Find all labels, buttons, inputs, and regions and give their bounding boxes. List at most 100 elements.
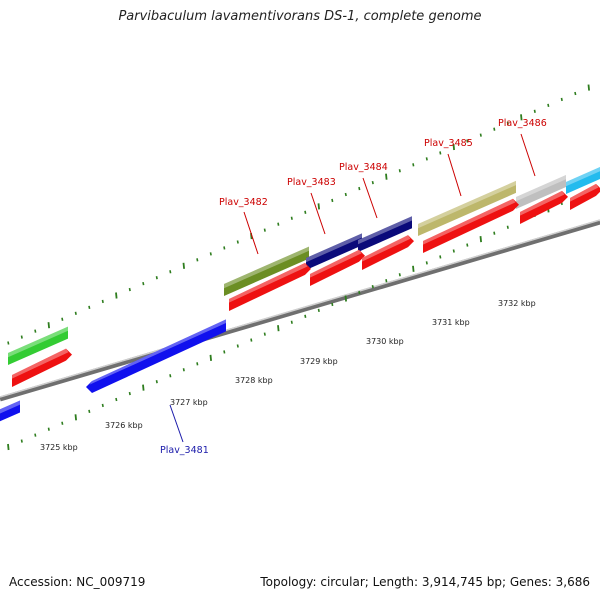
lower-scale-tick	[182, 368, 185, 372]
cds-reverse-bar-highlight	[0, 400, 20, 414]
lower-scale-tick	[317, 308, 320, 313]
upper-scale-tick	[358, 186, 361, 191]
upper-scale-tick	[169, 270, 172, 274]
scale-label: 3727 kbp	[170, 398, 208, 407]
gene-bar-green-highlight	[8, 326, 68, 358]
gene-bar-gray	[516, 175, 566, 209]
upper-scale-tick	[466, 139, 469, 143]
cds-arrow	[570, 183, 600, 210]
gene-bar-navy2	[358, 216, 412, 252]
cds-arrow-highlight	[570, 183, 599, 202]
upper-scale-tick	[47, 322, 50, 329]
cds-reverse-bar	[0, 400, 20, 422]
lower-scale-tick	[398, 273, 401, 277]
cds-arrow	[423, 198, 519, 253]
gene-label-leader	[169, 404, 184, 443]
scale-label: 3725 kbp	[40, 443, 78, 452]
upper-scale-tick	[344, 192, 347, 197]
upper-scale-tick	[74, 311, 77, 315]
lower-scale-tick	[169, 374, 172, 378]
cds-arrow-highlight	[310, 249, 362, 278]
gene-label: Plav_3482	[219, 197, 268, 208]
lower-scale-tick	[493, 231, 496, 235]
upper-scale-tick	[61, 317, 64, 321]
upper-scale-tick	[533, 109, 536, 113]
lower-scale-tick	[61, 421, 64, 425]
lower-scale-tick	[385, 279, 388, 283]
cds-arrow	[362, 235, 414, 270]
lower-scale-tick	[88, 409, 91, 414]
upper-scale-tick	[34, 329, 37, 333]
upper-scale-tick	[520, 114, 523, 121]
lower-scale-tick	[250, 338, 253, 342]
lower-scale-tick	[142, 384, 145, 391]
gene-bar-navy-highlight	[306, 233, 362, 263]
lower-scale-tick	[263, 332, 266, 336]
gene-label: Plav_3484	[339, 162, 388, 173]
lower-scale-tick	[290, 320, 293, 324]
upper-scale-tick	[115, 292, 118, 299]
upper-scale-tick	[304, 210, 307, 214]
lower-scale-tick	[304, 314, 307, 318]
upper-scale-tick	[290, 216, 293, 220]
upper-scale-tick	[425, 157, 428, 161]
accession-text: Accession: NC_009719	[9, 575, 146, 589]
gene-label: Plav_3485	[424, 138, 473, 149]
lower-scale-tick	[371, 284, 374, 289]
cds-arrow-highlight	[229, 262, 308, 303]
gene-bar-olive-highlight	[224, 246, 309, 289]
gene-label-leader	[310, 192, 326, 235]
cds-arrow	[12, 348, 72, 387]
upper-scale-tick	[385, 173, 388, 180]
lower-scale-tick	[20, 439, 23, 443]
upper-scale-tick	[398, 169, 401, 173]
gene-bar-gray-highlight	[516, 175, 566, 202]
upper-scale-tick	[209, 252, 212, 256]
lower-scale-tick	[452, 249, 455, 253]
gene-label: Plav_3486	[498, 118, 547, 129]
upper-scale-tick	[7, 341, 10, 345]
gene-label: Plav_3481	[160, 445, 209, 456]
gene-bar-cyan	[566, 167, 600, 194]
cds-arrow	[310, 249, 365, 286]
lower-scale-tick	[101, 403, 104, 408]
scale-label: 3729 kbp	[300, 357, 338, 366]
gene-bar-navy	[306, 233, 362, 270]
scale-label: 3732 kbp	[498, 299, 536, 308]
gene-label-leader	[362, 177, 378, 219]
upper-scale-tick	[587, 84, 590, 91]
upper-scale-tick	[277, 222, 280, 226]
lower-scale-tick	[155, 380, 158, 384]
lower-scale-tick	[236, 344, 239, 348]
lower-scale-tick	[412, 265, 415, 272]
cds-arrow-highlight	[12, 348, 69, 379]
upper-scale-tick	[547, 103, 550, 108]
upper-scale-tick	[331, 198, 334, 203]
gene-label-leader	[243, 211, 259, 255]
backbone	[0, 219, 600, 402]
lower-scale-tick	[115, 397, 118, 402]
lower-scale-tick	[34, 433, 37, 437]
cds-arrow-highlight	[362, 235, 411, 262]
cds-reverse-arrow	[86, 319, 226, 393]
gene-label-leader	[447, 153, 462, 197]
upper-scale-tick	[182, 262, 185, 269]
scale-label: 3731 kbp	[432, 318, 470, 327]
gene-label: Plav_3483	[287, 177, 336, 188]
topology-summary: Topology: circular; Length: 3,914,745 bp…	[260, 575, 590, 589]
gene-label-leader	[520, 133, 536, 177]
upper-scale-tick	[101, 299, 104, 304]
upper-scale-tick	[493, 127, 496, 131]
upper-scale-tick	[196, 258, 199, 262]
lower-scale-tick	[439, 255, 442, 259]
cds-arrow	[520, 190, 568, 224]
upper-scale-tick	[142, 281, 145, 286]
lower-scale-tick	[74, 414, 77, 421]
upper-scale-tick	[439, 151, 442, 155]
gene-bar-navy2-highlight	[358, 216, 412, 245]
lower-scale-tick	[479, 236, 482, 243]
gene-bar-cyan-highlight	[566, 167, 600, 187]
cds-reverse-arrow-highlight	[89, 319, 226, 385]
lower-scale-tick	[331, 302, 334, 307]
upper-scale-tick	[560, 97, 563, 102]
